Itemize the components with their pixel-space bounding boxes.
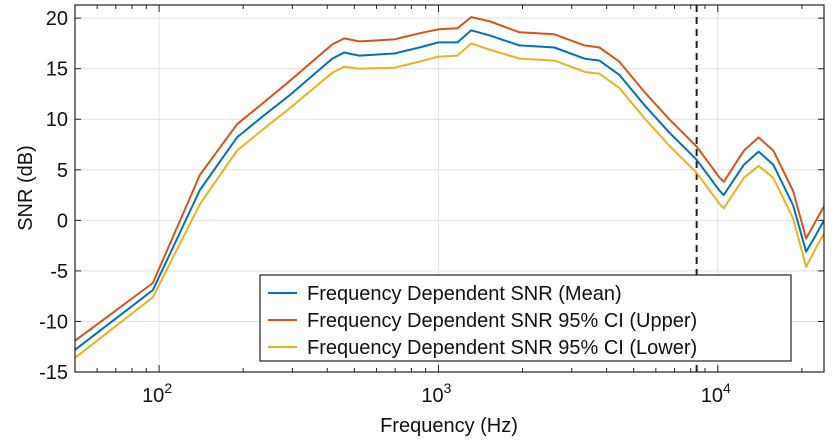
series-line-upper xyxy=(74,16,825,342)
x-tick-label: 102 xyxy=(142,380,172,407)
legend: Frequency Dependent SNR (Mean) Frequency … xyxy=(259,274,792,362)
x-tick-base: 10 xyxy=(701,385,723,407)
x-tick-label: 103 xyxy=(421,380,451,407)
x-tick-exponent: 4 xyxy=(723,380,731,396)
y-tick-label: 10 xyxy=(46,109,68,131)
x-axis-label: Frequency (Hz) xyxy=(380,415,518,437)
legend-box xyxy=(259,274,792,362)
y-tick-label: 20 xyxy=(46,8,68,30)
y-tick-label: -15 xyxy=(39,362,68,384)
legend-label: Frequency Dependent SNR (Mean) xyxy=(307,283,622,305)
series-line-lower xyxy=(74,42,825,359)
series-lines xyxy=(74,16,825,359)
y-tick-label: 0 xyxy=(57,210,68,232)
x-tick-base: 10 xyxy=(421,385,443,407)
legend-label: Frequency Dependent SNR 95% CI (Upper) xyxy=(307,310,697,332)
y-tick-label: 15 xyxy=(46,59,68,81)
plot-frame xyxy=(74,4,825,373)
y-tick-labels: -15 -10 -5 0 5 10 15 20 xyxy=(39,8,68,384)
y-tick-label: 5 xyxy=(57,160,68,182)
y-tick-label: -5 xyxy=(50,261,68,283)
x-tick-exponent: 3 xyxy=(444,380,452,396)
legend-label: Frequency Dependent SNR 95% CI (Lower) xyxy=(307,337,697,359)
x-tick-label: 104 xyxy=(701,380,731,407)
y-axis-label: SNR (dB) xyxy=(15,145,37,231)
x-tick-base: 10 xyxy=(142,385,164,407)
x-tick-labels: 102 103 104 xyxy=(142,380,731,407)
series-line-mean xyxy=(74,29,825,351)
x-tick-exponent: 2 xyxy=(164,380,172,396)
y-tick-label: -10 xyxy=(39,311,68,333)
